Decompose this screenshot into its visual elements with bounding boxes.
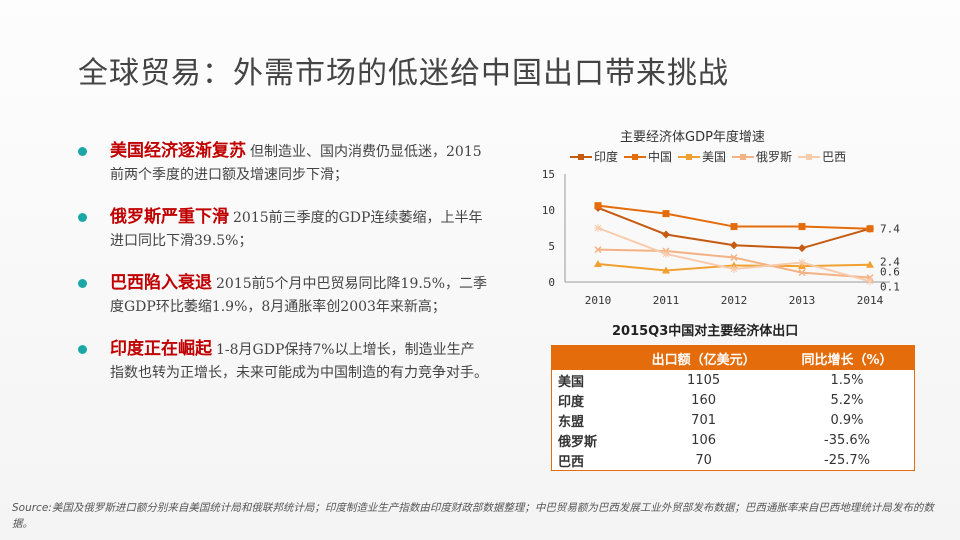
table-row: 印度 160 5.2% — [552, 390, 915, 410]
table-cell-country: 美国 — [558, 374, 585, 390]
y-tick-label: 5 — [548, 240, 555, 253]
bullet-body: 但制造业、国内消费仍显低迷，2015前两个季度的进口额及增速同步下滑； — [110, 144, 482, 183]
data-point — [594, 224, 602, 232]
legend-label: 中国 — [648, 150, 673, 164]
bullet-dot-icon — [78, 279, 87, 288]
data-point — [730, 265, 738, 274]
data-label: 7.4 — [880, 223, 900, 236]
legend-item: 巴西 — [798, 148, 846, 165]
legend-item: 美国 — [678, 148, 726, 165]
data-point — [662, 210, 670, 218]
bullet-dot-icon — [78, 147, 87, 156]
data-point — [798, 223, 806, 231]
bullet-item: 巴西陷入衰退 2015前5个月中巴贸易同比降19.5%，二季度GDP环比萎缩1.9… — [78, 272, 488, 318]
table-row: 东盟 701 0.9% — [552, 410, 915, 430]
data-point — [730, 223, 738, 231]
y-tick-label: 10 — [542, 204, 555, 217]
table-header-row: 出口额（亿美元） 同比增长（%） — [551, 345, 915, 370]
data-label: 0.1 — [880, 280, 900, 293]
legend-swatch-icon — [570, 153, 592, 160]
gdp-chart-container: 主要经济体GDP年度增速 印度 中国 美国 俄罗斯 巴西 0 5 10 15 2010 2011 2… — [520, 124, 940, 324]
data-point — [730, 253, 738, 262]
series-line — [597, 227, 871, 283]
data-point — [866, 260, 874, 268]
table-cell-growth: -25.7% — [824, 452, 870, 468]
x-tick-label: 2010 — [585, 294, 612, 307]
legend-swatch-icon — [732, 153, 755, 160]
legend-label: 美国 — [702, 150, 727, 164]
legend-swatch-icon — [624, 153, 647, 160]
legend-item: 中国 — [624, 148, 672, 165]
bullet-item: 俄罗斯严重下滑 2015前三季度的GDP连续萎缩，上半年进口同比下滑39.5%； — [78, 206, 488, 252]
table-title: 2015Q3中国对主要经济体出口 — [612, 324, 799, 339]
table-cell-growth: 5.2% — [830, 392, 864, 408]
bullet-body: 2015前5个月中巴贸易同比降19.5%，二季度GDP环比萎缩1.9%，8月通胀… — [110, 276, 488, 315]
table-cell-growth: 1.5% — [830, 372, 864, 388]
data-point — [662, 230, 670, 239]
bullet-highlight: 俄罗斯严重下滑 — [110, 207, 229, 227]
data-label: 2.4 — [880, 256, 900, 269]
bullet-list: 美国经济逐渐复苏 但制造业、国内消费仍显低迷，2015前两个季度的进口额及增速同步… — [78, 140, 488, 404]
table-cell-country: 东盟 — [558, 414, 585, 430]
data-point — [594, 202, 602, 210]
legend-item: 俄罗斯 — [732, 148, 792, 165]
chart-title: 主要经济体GDP年度增速 — [620, 130, 765, 145]
data-point — [594, 246, 602, 254]
bullet-body: 1-8月GDP保持7%以上增长，制造业生产指数也转为正增长，未来可能成为中国制造… — [110, 342, 488, 381]
chart-legend: 印度 中国 美国 俄罗斯 巴西 — [570, 148, 846, 165]
bullet-highlight: 印度正在崛起 — [110, 339, 212, 359]
table-header-cell — [551, 345, 628, 370]
data-point — [798, 258, 806, 267]
table-header-cell: 出口额（亿美元） — [627, 345, 780, 370]
legend-label: 巴西 — [822, 150, 847, 164]
x-tick-label: 2011 — [653, 294, 680, 307]
x-tick-label: 2013 — [789, 294, 816, 307]
table-cell-export: 701 — [691, 412, 716, 428]
y-tick-label: 0 — [548, 276, 555, 289]
x-tick-label: 2012 — [721, 294, 748, 307]
gdp-line-chart: 0 5 10 15 2010 2011 2012 2013 2014 7.4 2.40.60.1 — [542, 168, 900, 307]
data-point — [866, 225, 874, 233]
legend-label: 俄罗斯 — [756, 150, 793, 164]
data-point — [866, 277, 874, 286]
table-cell-growth: -35.6% — [824, 432, 870, 448]
table-row: 巴西 70 -25.7% — [552, 450, 915, 471]
data-point — [798, 269, 806, 277]
table-cell-country: 印度 — [558, 394, 585, 410]
slide-title: 全球贸易：外需市场的低迷给中国出口带来挑战 — [78, 56, 729, 91]
bullet-highlight: 美国经济逐渐复苏 — [110, 141, 246, 161]
table-cell-export: 70 — [695, 452, 712, 468]
data-point — [662, 266, 670, 274]
data-point — [594, 260, 602, 267]
source-note: Source:美国及俄罗斯进口额分别来自美国统计局和俄联邦统计局；印度制造业生产… — [12, 502, 934, 530]
bullet-body: 2015前三季度的GDP连续萎缩，上半年进口同比下滑39.5%； — [110, 210, 483, 249]
table-header-cell: 同比增长（%） — [780, 345, 915, 370]
data-point — [662, 249, 670, 258]
data-label: 0.6 — [880, 266, 900, 279]
legend-item: 印度 — [570, 148, 618, 165]
table-cell-export: 106 — [691, 432, 716, 448]
legend-swatch-icon — [798, 153, 821, 160]
bullet-item: 印度正在崛起 1-8月GDP保持7%以上增长，制造业生产指数也转为正增长，未来可能… — [78, 338, 488, 384]
legend-swatch-icon — [678, 153, 701, 160]
legend-label: 印度 — [594, 150, 619, 164]
table-cell-export: 160 — [691, 392, 716, 408]
table-cell-export: 1105 — [687, 372, 721, 388]
bullet-item: 美国经济逐渐复苏 但制造业、国内消费仍显低迷，2015前两个季度的进口额及增速同步… — [78, 140, 488, 186]
bullet-highlight: 巴西陷入衰退 — [110, 273, 212, 293]
data-point — [730, 241, 738, 250]
table-row: 美国 1105 1.5% — [552, 370, 915, 390]
data-point — [798, 244, 806, 253]
table-row: 俄罗斯 106 -35.6% — [552, 430, 915, 450]
exports-table: 出口额（亿美元） 同比增长（%） 美国 1105 1.5% 印度 160 5.2… — [551, 345, 915, 471]
table-cell-country: 巴西 — [558, 454, 585, 470]
bullet-dot-icon — [78, 345, 87, 354]
x-tick-label: 2014 — [857, 294, 884, 307]
table-cell-country: 俄罗斯 — [558, 434, 598, 450]
table-cell-growth: 0.9% — [830, 412, 864, 428]
bullet-dot-icon — [78, 213, 87, 222]
y-tick-label: 15 — [542, 168, 555, 181]
